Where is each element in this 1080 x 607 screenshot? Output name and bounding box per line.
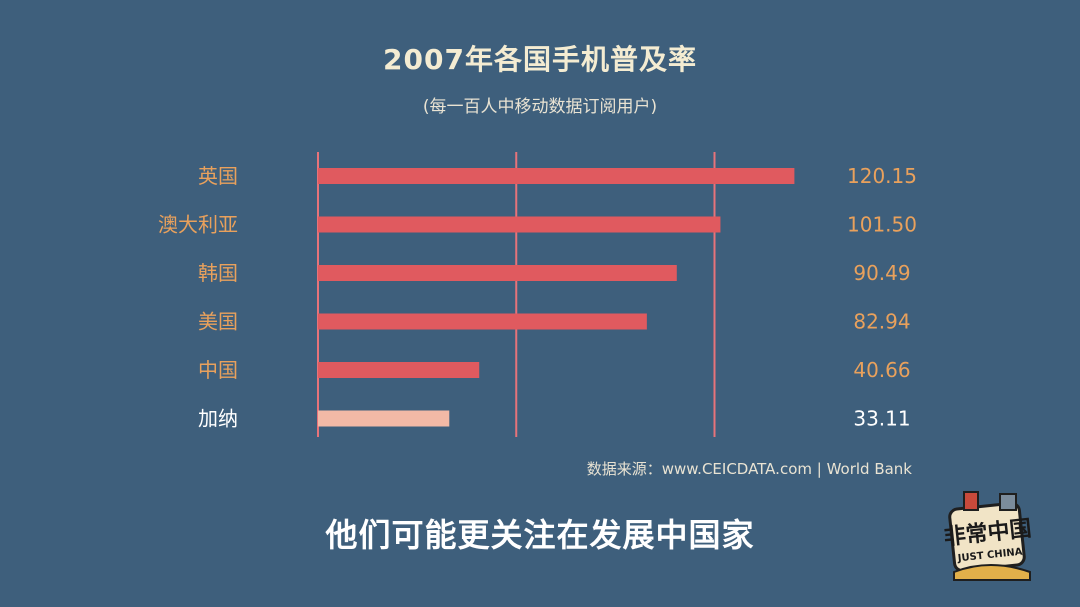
just-china-logo-icon: 非常中国 JUST CHINA <box>943 491 1033 581</box>
value-label-0: 120.15 <box>847 164 917 188</box>
value-label-1: 101.50 <box>847 213 917 237</box>
category-label-2: 韩国 <box>198 261 238 285</box>
bar-3 <box>318 313 647 330</box>
category-label-0: 英国 <box>198 164 238 188</box>
value-label-5: 33.11 <box>853 407 910 431</box>
value-labels: 120.15 101.50 90.49 82.94 40.66 33.11 <box>847 164 917 431</box>
category-label-1: 澳大利亚 <box>158 213 238 237</box>
category-label-5: 加纳 <box>198 407 238 431</box>
data-source-note: 数据来源：www.CEICDATA.com | World Bank <box>586 460 912 478</box>
bar-2 <box>318 265 677 281</box>
bar-5 <box>318 410 450 427</box>
bar-0 <box>318 168 795 184</box>
bar-1 <box>318 216 721 233</box>
subtitle-caption: 他们可能更关注在发展中国家 <box>325 516 755 554</box>
category-label-4: 中国 <box>198 358 238 382</box>
bar-4 <box>318 362 480 378</box>
gridlines <box>317 152 716 437</box>
category-label-3: 美国 <box>198 310 238 334</box>
value-label-4: 40.66 <box>853 358 910 382</box>
value-label-3: 82.94 <box>853 310 910 334</box>
bars <box>318 168 795 427</box>
value-label-2: 90.49 <box>853 261 910 285</box>
chart-subtitle: (每一百人中移动数据订阅用户) <box>422 97 658 117</box>
chart-title: 2007年各国手机普及率 <box>383 43 697 76</box>
